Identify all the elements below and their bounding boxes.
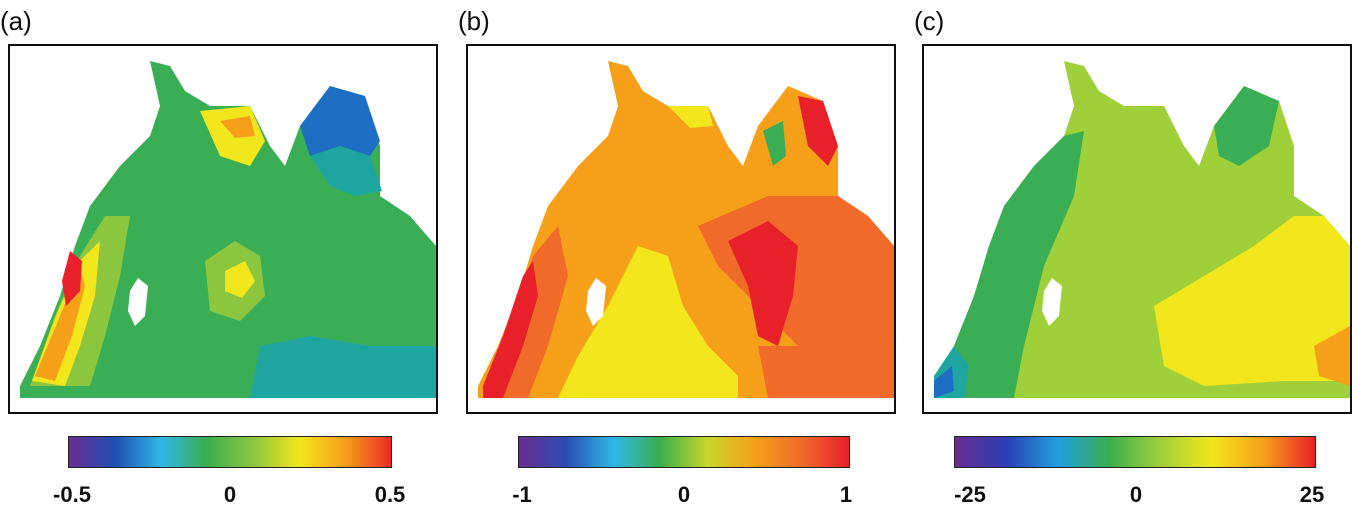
colorbar-c [954, 436, 1316, 468]
map-b [466, 44, 896, 414]
colorbar-a [68, 436, 392, 468]
region-a-center-yellow [225, 261, 255, 298]
map-a-svg [20, 61, 436, 398]
colorbar-b-tick-max: 1 [839, 482, 853, 507]
colorbar-b-tick-min: -1 [512, 482, 532, 507]
panel-c: (c) -25 0 25 [914, 0, 1354, 510]
map-c [922, 44, 1352, 414]
map-c-svg [934, 61, 1350, 398]
region-b-bay-red [798, 96, 838, 166]
colorbar-c-tick-min: -25 [954, 482, 986, 507]
region-b-north-yellow [668, 106, 713, 128]
colorbar-a-tick-min: -0.5 [53, 482, 91, 507]
region-b-south-darkorange [758, 336, 894, 398]
map-b-svg [478, 61, 894, 398]
panel-label-a: (a) [0, 6, 32, 36]
panel-label-b: (b) [458, 6, 490, 36]
colorbar-a-tick-max: 0.5 [374, 482, 406, 507]
colorbar-a-tick-mid: 0 [223, 482, 237, 507]
region-a-bay-blue [300, 86, 380, 156]
region-b-bay-green [763, 121, 786, 166]
colorbar-c-tick-mid: 0 [1129, 482, 1143, 507]
region-c-bay-green [1214, 86, 1279, 166]
region-c-west-green [934, 131, 1084, 398]
colorbar-b-tick-mid: 0 [677, 482, 691, 507]
panel-label-c: (c) [914, 6, 945, 36]
region-b-south-yellow [558, 246, 738, 398]
colorbar-c-tick-max: 25 [1299, 482, 1325, 507]
region-a-west-red [62, 251, 82, 306]
panel-b: (b) -1 0 1 [458, 0, 898, 510]
panel-a: (a) -0.5 0 0.5 [0, 0, 440, 510]
island-b [586, 278, 606, 326]
region-a-north-orange [220, 116, 255, 138]
region-a-south-teal [250, 336, 436, 398]
region-a-bay-teal [310, 146, 382, 196]
island-a [128, 278, 148, 326]
region-c-sw-blue [934, 366, 954, 398]
region-c-se-orange [1314, 326, 1350, 386]
region-b-west-red [483, 261, 538, 398]
region-b-east-red [728, 221, 798, 346]
region-c-east-yellow [1154, 216, 1350, 386]
island-c [1042, 278, 1062, 326]
colorbar-b [518, 436, 850, 468]
map-a [8, 44, 438, 414]
